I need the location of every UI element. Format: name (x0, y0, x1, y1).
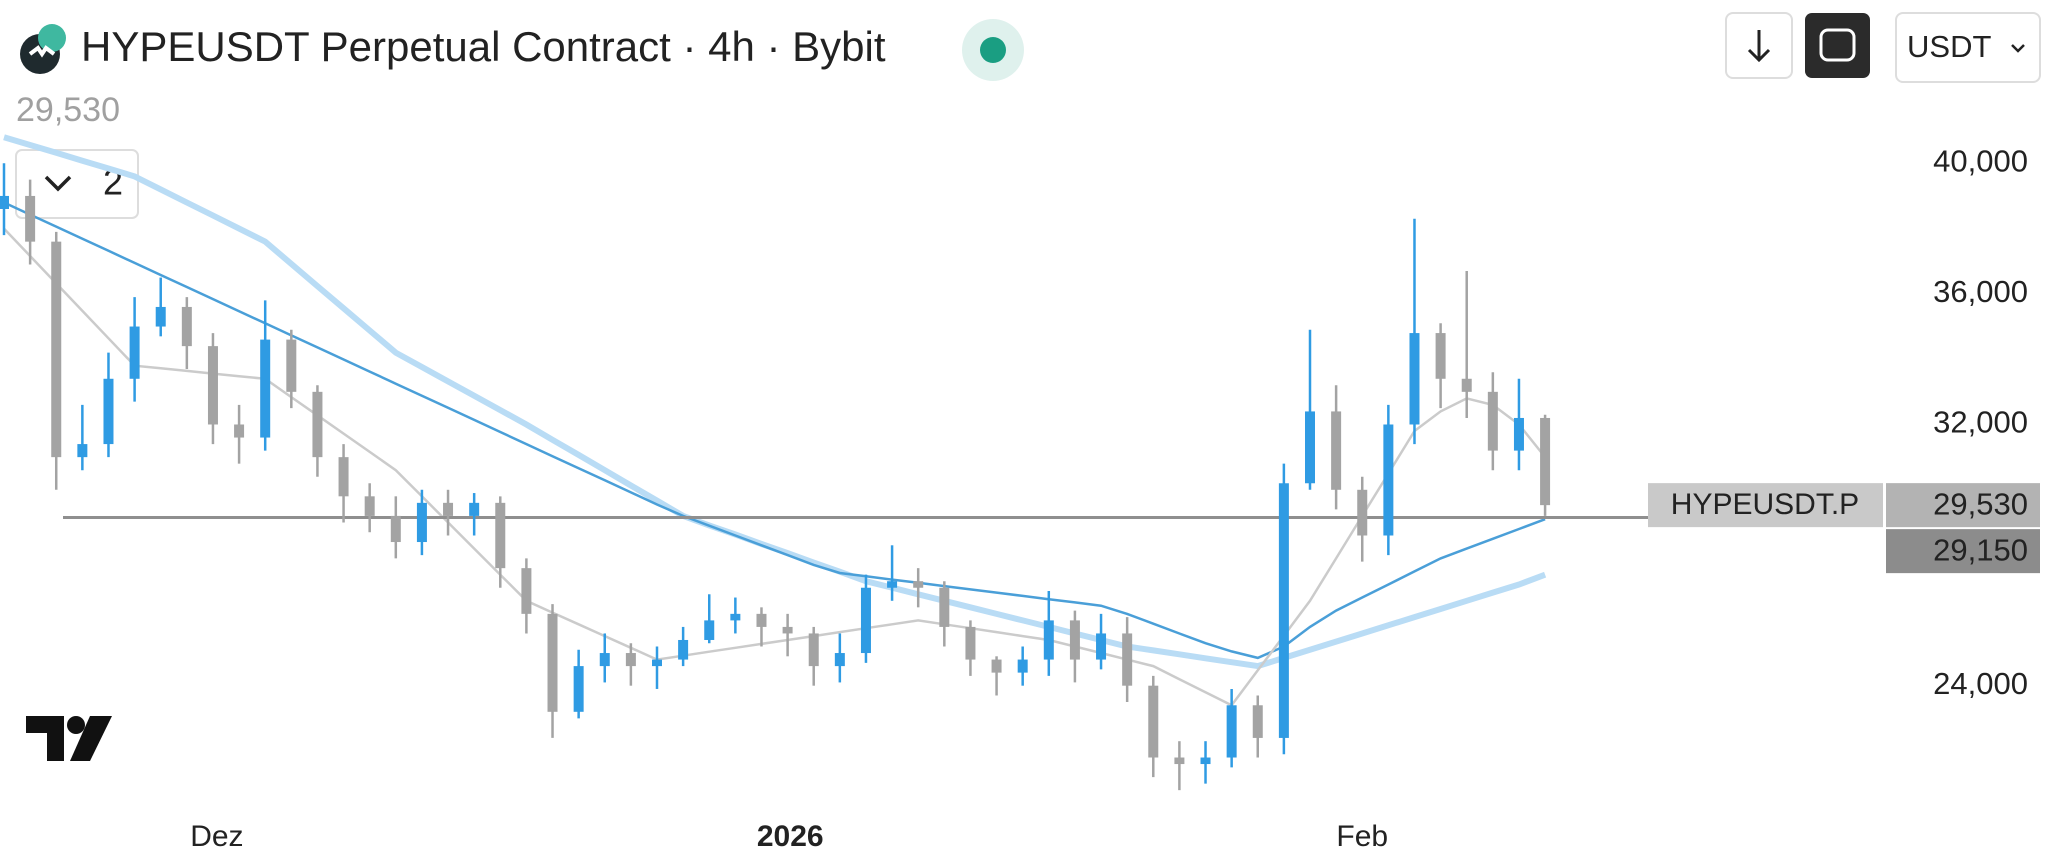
download-icon (1747, 30, 1771, 63)
candle-body (808, 633, 819, 667)
candle-body (1305, 411, 1315, 484)
line-price-label: 29,150 (1933, 532, 2028, 567)
candle-body (599, 653, 610, 667)
candle-body (25, 195, 36, 242)
candle-body (756, 613, 767, 627)
candle-body (1148, 685, 1159, 758)
line-price-bg (1886, 529, 2040, 574)
candle-body (730, 613, 741, 621)
candle-body (939, 587, 950, 627)
candle-body (1252, 705, 1263, 738)
chevron (44, 175, 72, 192)
candle-body (469, 502, 480, 516)
candle-body (991, 659, 1002, 673)
candle-body (678, 639, 689, 660)
candle-body (860, 587, 871, 654)
candle-body (834, 653, 845, 667)
candle-body (1278, 483, 1289, 738)
candle-body (1357, 489, 1368, 536)
candle-body (887, 581, 898, 588)
candle-body (1383, 424, 1394, 536)
candle-body (495, 502, 506, 569)
candle-body (155, 306, 166, 327)
candle-body (1043, 620, 1054, 660)
y-tick-label: 24,000 (1933, 666, 2028, 701)
candle-body (965, 626, 976, 660)
candle-body (1017, 659, 1028, 673)
candle-body (207, 346, 218, 425)
x-tick-label: 2026 (757, 820, 824, 853)
candle-body (1409, 333, 1420, 425)
candle-body (1487, 391, 1498, 451)
candle-body (521, 568, 532, 614)
candle-body (338, 457, 349, 497)
candle-body (51, 241, 62, 458)
tradingview-logo (26, 716, 112, 761)
moving-average (3, 134, 1547, 670)
candle-body (704, 620, 715, 640)
candle-body (1200, 757, 1211, 765)
header-price: 29,530 (16, 91, 120, 129)
candle-body (1461, 378, 1472, 392)
candle-body (1096, 633, 1107, 660)
candle-body (1174, 757, 1185, 765)
candle-body (234, 424, 245, 438)
candle-body (1069, 620, 1080, 660)
candle-body (181, 306, 192, 347)
symbol-label-bg (1648, 483, 1883, 528)
candle-body (129, 326, 140, 379)
y-tick-label: 32,000 (1933, 405, 2028, 440)
candle-body (286, 339, 297, 392)
last-price-label: 29,530 (1933, 486, 2028, 521)
candle-body (1435, 333, 1446, 379)
dropdown-icon (2011, 44, 2025, 53)
y-tick-label: 40,000 (1933, 143, 2028, 178)
candle-body (652, 659, 662, 667)
logo (20, 24, 66, 74)
candle-body (312, 391, 323, 458)
symbol-label: HYPEUSDT.P (1671, 488, 1859, 521)
currency: USDT (1907, 29, 1991, 64)
candle-body (103, 378, 114, 445)
candle-body (547, 613, 558, 712)
candle-body (1226, 705, 1237, 758)
candle-body (260, 339, 271, 438)
candle-body (77, 444, 88, 458)
candle-body (782, 626, 793, 634)
candle-body (573, 666, 584, 712)
x-tick-label: Dez (190, 820, 243, 853)
candle-body (364, 496, 375, 516)
candle-body (1122, 633, 1133, 686)
y-tick-label: 36,000 (1933, 274, 2028, 309)
candle-body (0, 195, 9, 209)
fullscreen-icon (1819, 28, 1856, 62)
x-tick-label: Feb (1336, 820, 1388, 853)
candle-body (1513, 417, 1524, 451)
candle-body (443, 502, 454, 516)
candle-body (1331, 411, 1342, 490)
candle-body (1540, 417, 1551, 506)
candle-body (390, 515, 401, 543)
candle-body (625, 653, 636, 667)
candle-body (913, 581, 924, 588)
status-dot (980, 37, 1006, 63)
candle-body (416, 502, 427, 543)
currency-select[interactable] (1895, 12, 2041, 83)
fullscreen-button[interactable] (1805, 13, 1870, 78)
last-price-bg (1886, 483, 2040, 528)
title: HYPEUSDT Perpetual Contract · 4h · Bybit (81, 23, 886, 70)
